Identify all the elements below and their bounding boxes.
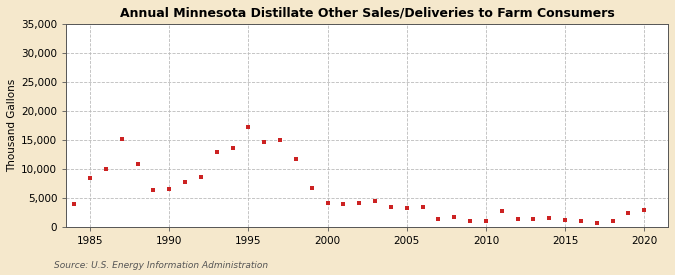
Point (338, 202, 349, 207)
Point (116, 137, 127, 141)
Point (196, 174, 207, 179)
Point (322, 200, 333, 205)
Point (69, 202, 80, 207)
Point (560, 218, 570, 222)
Point (180, 180, 190, 185)
Point (306, 185, 317, 190)
Point (591, 221, 602, 225)
Point (402, 206, 412, 210)
Point (84, 175, 95, 180)
Point (512, 217, 523, 222)
Text: Source: U.S. Energy Information Administration: Source: U.S. Energy Information Administ… (54, 260, 268, 270)
Point (464, 218, 475, 223)
Point (481, 219, 491, 223)
Point (417, 205, 428, 209)
Point (275, 138, 286, 142)
Point (385, 205, 396, 209)
Point (576, 219, 587, 223)
Point (544, 216, 555, 221)
Point (101, 167, 111, 171)
Point (290, 157, 301, 161)
Point (528, 217, 539, 222)
Point (639, 207, 650, 212)
Point (164, 187, 175, 191)
Point (608, 219, 618, 223)
Y-axis label: Thousand Gallons: Thousand Gallons (7, 79, 17, 172)
Point (623, 211, 634, 215)
Point (227, 145, 238, 150)
Point (243, 124, 254, 129)
Point (354, 201, 364, 205)
Point (211, 149, 222, 154)
Point (433, 217, 444, 221)
Point (370, 199, 381, 204)
Point (259, 139, 269, 144)
Title: Annual Minnesota Distillate Other Sales/Deliveries to Farm Consumers: Annual Minnesota Distillate Other Sales/… (119, 7, 614, 20)
Point (148, 188, 159, 192)
Point (449, 215, 460, 219)
Point (132, 162, 143, 166)
Point (496, 208, 507, 213)
